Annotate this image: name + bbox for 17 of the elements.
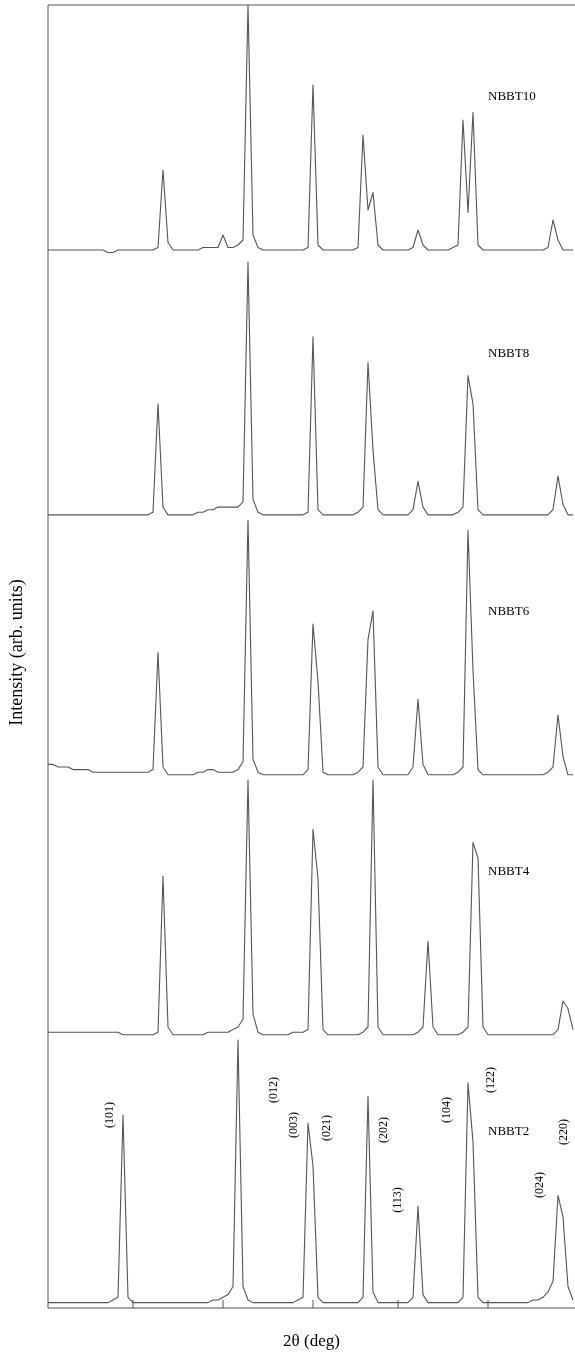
series-label: NBBT8 bbox=[488, 345, 530, 360]
series-label: NBBT10 bbox=[488, 88, 536, 103]
annotation: (104) bbox=[439, 1097, 453, 1123]
annotation: (202) bbox=[376, 1117, 390, 1143]
annotation: (113) bbox=[390, 1187, 404, 1213]
annotation: (003) bbox=[286, 1112, 300, 1138]
annotation: (122) bbox=[483, 1067, 497, 1093]
series-label: NBBT6 bbox=[488, 603, 530, 618]
series-label: NBBT2 bbox=[488, 1123, 530, 1138]
y-axis-title: Intensity (arb. units) bbox=[6, 579, 27, 726]
x-axis-title: 2θ (deg) bbox=[283, 1331, 340, 1350]
annotation: (220) bbox=[556, 1119, 570, 1145]
annotation: (012) bbox=[266, 1077, 280, 1103]
annotation: (101) bbox=[102, 1102, 116, 1128]
series-label: NBBT4 bbox=[488, 863, 530, 878]
annotation: (021) bbox=[319, 1115, 333, 1141]
annotation: (024) bbox=[532, 1172, 546, 1198]
